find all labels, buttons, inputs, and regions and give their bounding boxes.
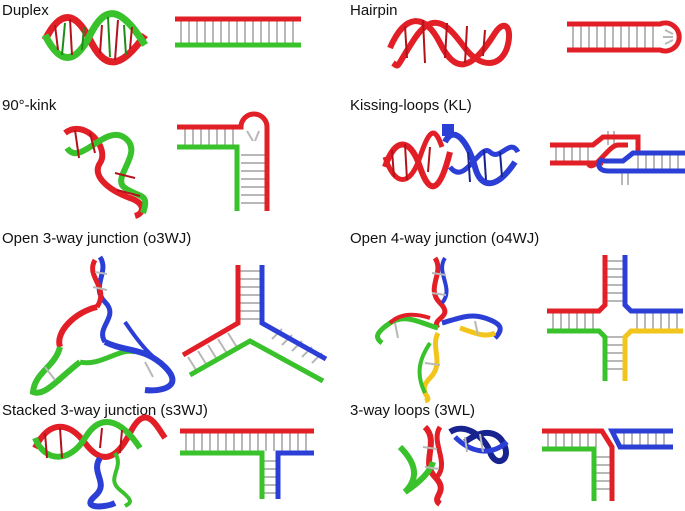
o4wj-schematic [547,255,683,381]
duplex-schematic [175,16,301,48]
kink-3d-model [63,125,149,219]
3wl-3d-model [397,424,509,507]
title-3wl: 3-way loops (3WL) [350,402,476,419]
hairpin-schematic [567,20,682,54]
duplex-3d-model [41,10,148,66]
title-s3wj: Stacked 3-way junction (s3WJ) [2,402,208,419]
kink-schematic [177,111,270,211]
hairpin-3d-model [387,18,513,69]
kissing-loops-3d-model [382,124,521,190]
title-hairpin: Hairpin [350,2,398,19]
s3wj-schematic [180,428,314,499]
3wl-schematic [542,428,673,501]
kissing-loops-schematic [550,131,685,185]
s3wj-3d-model [32,414,168,510]
title-o4wj: Open 4-way junction (o4WJ) [350,230,540,247]
o3wj-3d-model [29,255,176,396]
title-90-kink: 90°-kink [2,97,57,114]
o3wj-schematic [181,265,328,384]
title-kissing-loops: Kissing-loops (KL) [350,97,472,114]
o4wj-3d-model [375,256,503,404]
title-o3wj: Open 3-way junction (o3WJ) [2,230,192,247]
title-duplex: Duplex [2,2,49,19]
